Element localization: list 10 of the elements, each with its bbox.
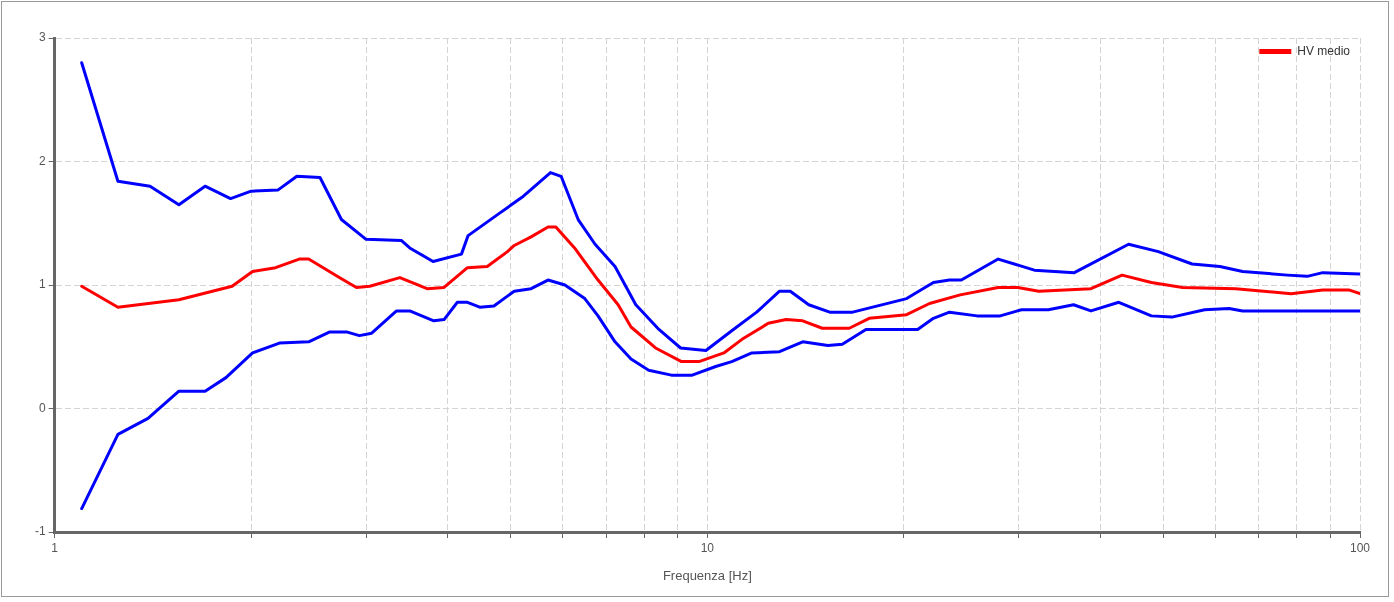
- y-tick-label: 2: [38, 153, 46, 168]
- y-tick-label: 1: [38, 277, 46, 292]
- x-tick-label: 100: [1349, 540, 1371, 555]
- y-tick-label: 0: [38, 400, 46, 415]
- x-axis-title: Frequenza [Hz]: [662, 567, 752, 583]
- x-tick-label: 1: [51, 540, 59, 555]
- y-tick-label: -1: [35, 524, 46, 539]
- y-tick-label: 3: [38, 30, 46, 45]
- x-tick-label: 10: [700, 540, 715, 555]
- legend-label: HV medio: [1297, 44, 1351, 59]
